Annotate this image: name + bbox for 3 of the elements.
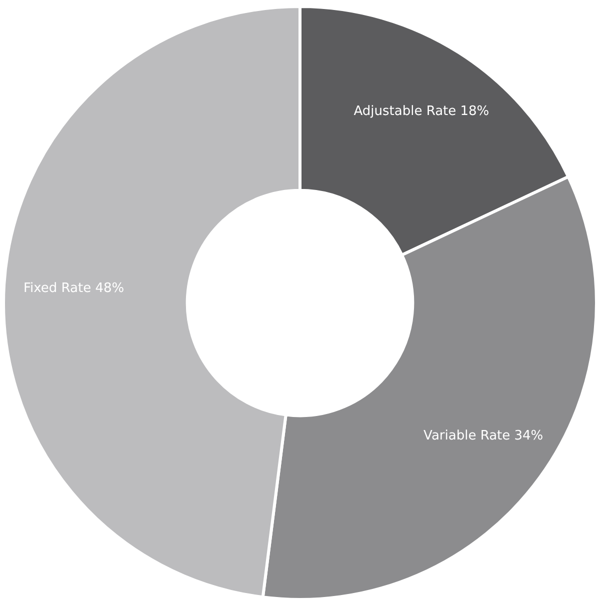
- slice-label: Variable Rate 34%: [424, 428, 544, 444]
- slice-label: Fixed Rate 48%: [23, 281, 124, 296]
- slice-label: Adjustable Rate 18%: [354, 104, 490, 120]
